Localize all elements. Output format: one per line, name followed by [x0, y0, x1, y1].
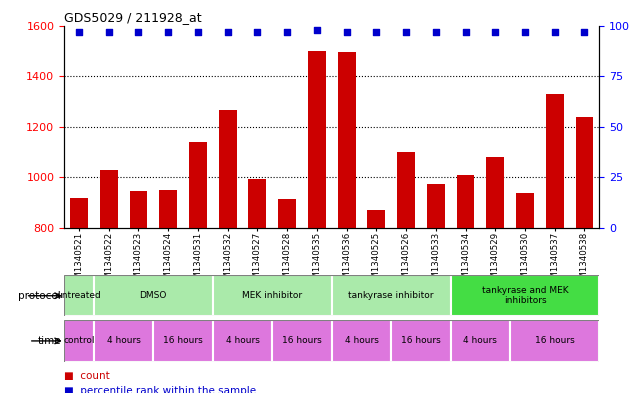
Text: tankyrase and MEK
inhibitors: tankyrase and MEK inhibitors [481, 286, 569, 305]
Bar [367, 210, 385, 393]
Point [104, 28, 114, 35]
Bar [219, 110, 237, 393]
Text: 16 hours: 16 hours [163, 336, 203, 345]
Point [431, 28, 441, 35]
Bar [189, 142, 207, 393]
Bar [249, 178, 266, 393]
Text: untreated: untreated [56, 291, 101, 300]
Point [579, 28, 590, 35]
Bar [451, 275, 599, 316]
Bar [332, 320, 391, 362]
Text: 16 hours: 16 hours [535, 336, 574, 345]
Bar [129, 191, 147, 393]
Text: DMSO: DMSO [140, 291, 167, 300]
Text: ■  percentile rank within the sample: ■ percentile rank within the sample [64, 386, 256, 393]
Bar [546, 94, 563, 393]
Point [371, 28, 381, 35]
Text: control: control [63, 336, 95, 345]
Bar [64, 275, 94, 316]
Bar [510, 320, 599, 362]
Point [460, 28, 470, 35]
Bar [153, 320, 213, 362]
Point [193, 28, 203, 35]
Bar [332, 275, 451, 316]
Bar [159, 190, 177, 393]
Point [222, 28, 233, 35]
Text: 4 hours: 4 hours [463, 336, 497, 345]
Text: 16 hours: 16 hours [401, 336, 441, 345]
Bar [451, 320, 510, 362]
Bar [213, 320, 272, 362]
Bar [94, 275, 213, 316]
Bar [308, 51, 326, 393]
Bar [64, 320, 94, 362]
Bar [278, 199, 296, 393]
Bar [272, 320, 332, 362]
Bar [576, 117, 594, 393]
Bar [487, 157, 504, 393]
Point [133, 28, 144, 35]
Point [401, 28, 411, 35]
Bar [213, 275, 332, 316]
Text: GDS5029 / 211928_at: GDS5029 / 211928_at [64, 11, 202, 24]
Bar [338, 52, 356, 393]
Text: time: time [37, 336, 61, 346]
Text: MEK inhibitor: MEK inhibitor [242, 291, 303, 300]
Text: 4 hours: 4 hours [344, 336, 378, 345]
Text: ■  count: ■ count [64, 371, 110, 382]
Bar [391, 320, 451, 362]
Bar [427, 184, 445, 393]
Text: 4 hours: 4 hours [226, 336, 260, 345]
Point [74, 28, 84, 35]
Text: tankyrase inhibitor: tankyrase inhibitor [349, 291, 434, 300]
Point [282, 28, 292, 35]
Text: protocol: protocol [18, 291, 61, 301]
Bar [516, 193, 534, 393]
Point [520, 28, 530, 35]
Point [490, 28, 501, 35]
Text: 4 hours: 4 hours [106, 336, 140, 345]
Text: 16 hours: 16 hours [282, 336, 322, 345]
Bar [100, 170, 118, 393]
Bar [397, 152, 415, 393]
Point [342, 28, 352, 35]
Point [549, 28, 560, 35]
Point [253, 28, 263, 35]
Bar [456, 175, 474, 393]
Bar [70, 198, 88, 393]
Point [312, 26, 322, 33]
Point [163, 28, 173, 35]
Bar [94, 320, 153, 362]
